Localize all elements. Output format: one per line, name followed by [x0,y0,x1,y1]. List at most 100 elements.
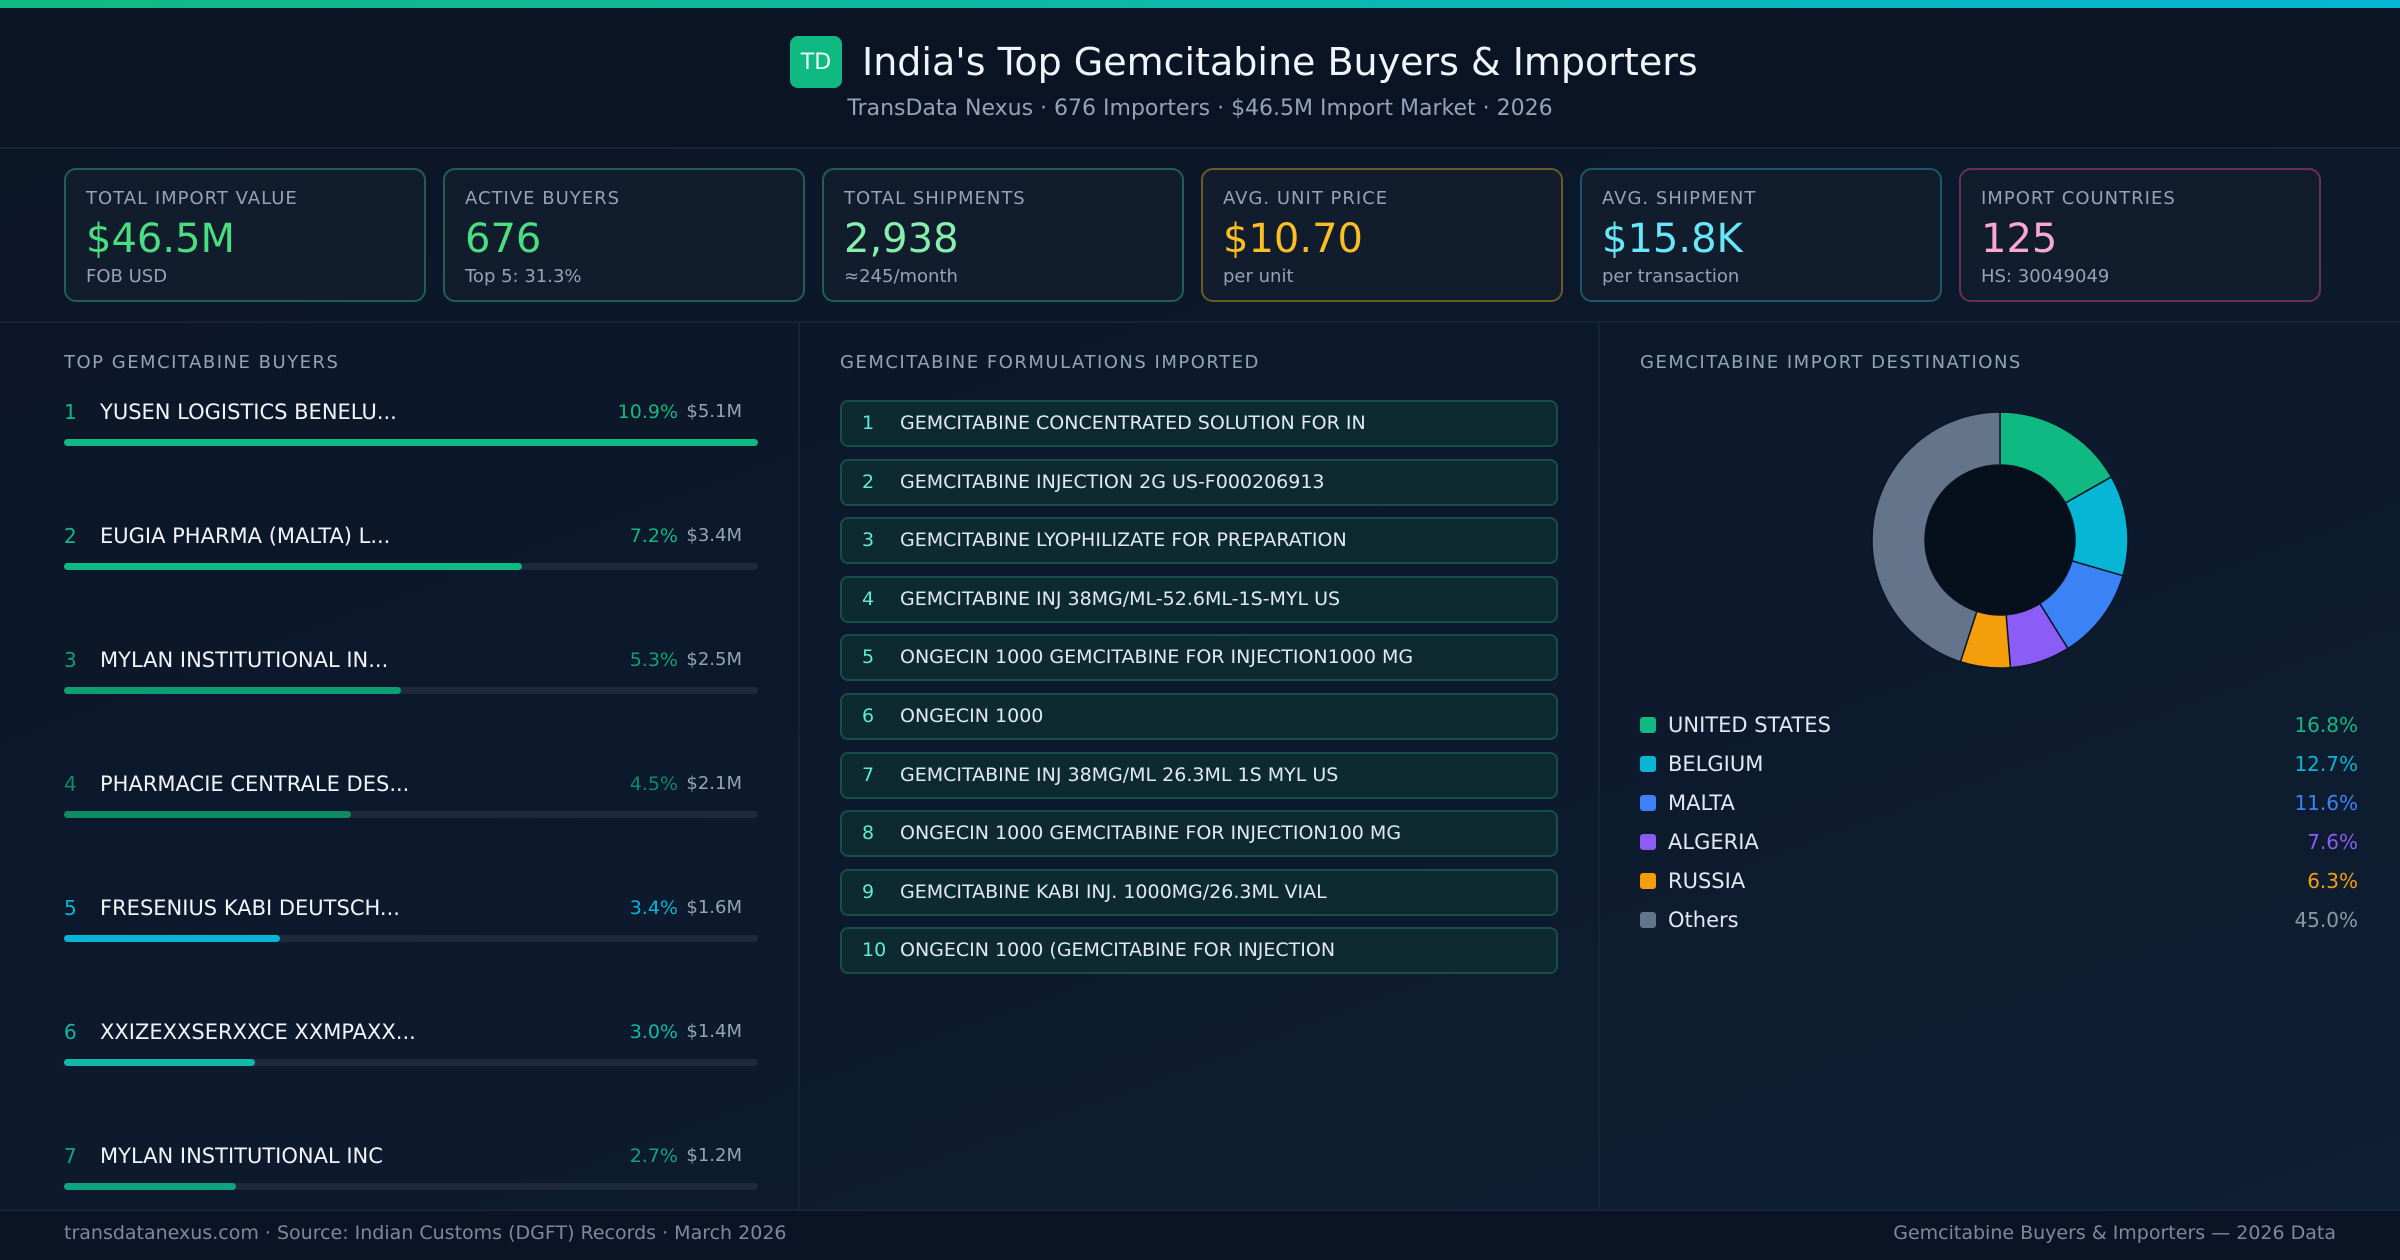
header [0,8,2400,149]
donut-chart [1871,411,2129,669]
section-title: TOP GEMCITABINE BUYERS [64,352,340,373]
legend-label: ALGERIA [1668,830,1759,854]
legend-value: 45.0% [2294,908,2358,932]
formulation-row: 5 ONGECIN 1000 GEMCITABINE FOR INJECTION1… [840,634,1558,682]
buyer-name: FRESENIUS KABI DEUTSCH... [100,896,400,920]
kpi-card: TOTAL IMPORT VALUE $46.5M FOB USD [64,168,426,302]
share-bar [64,439,758,446]
legend-label: MALTA [1668,791,1735,815]
buyer-value: $3.4M [686,525,742,546]
kpi-value: 676 [465,216,542,262]
kpi-card: TOTAL SHIPMENTS 2,938 ≈245/month [822,168,1184,302]
legend-swatch [1640,834,1656,850]
kpi-card: AVG. UNIT PRICE $10.70 per unit [1201,168,1563,302]
legend-label: RUSSIA [1668,869,1746,893]
bar-track [64,1183,758,1190]
formulation-name: ONGECIN 1000 (GEMCITABINE FOR INJECTION [900,939,1336,962]
buyer-share: 3.4% [629,897,678,919]
formulation-rank: 3 [862,529,875,552]
kpi-value: $15.8K [1602,216,1743,262]
kpi-label: AVG. UNIT PRICE [1223,188,1389,209]
formulation-row: 9 GEMCITABINE KABI INJ. 1000MG/26.3ML VIA… [840,868,1558,916]
divider [798,323,800,1209]
buyer-rank: 2 [64,524,77,548]
legend-swatch [1640,717,1656,733]
buyer-name: YUSEN LOGISTICS BENELU... [100,400,397,424]
buyer-rank: 7 [64,1144,77,1168]
formulation-rank: 8 [862,822,875,845]
share-bar [64,1059,255,1066]
formulation-rank: 1 [862,412,875,434]
legend-value: 16.8% [2294,713,2358,737]
legend-swatch [1640,756,1656,772]
buyer-value: $2.1M [686,773,742,794]
buyer-rank: 3 [64,648,77,672]
kpi-card: AVG. SHIPMENT $15.8K per transaction [1580,168,1942,302]
kpi-note: HS: 30049049 [1981,266,2110,287]
formulation-row: 2 GEMCITABINE INJECTION 2G US-F000206913 [840,458,1558,506]
divider [1598,323,1600,1209]
buyer-rank: 1 [64,400,77,424]
buyer-value: $1.6M [686,897,742,918]
footer-caption: Gemcitabine Buyers & Importers — 2026 Da… [1893,1222,2336,1244]
kpi-note: Top 5: 31.3% [465,266,582,287]
formulation-name: GEMCITABINE INJ 38MG/ML 26.3ML 1S MYL US [900,763,1339,786]
section-title: GEMCITABINE IMPORT DESTINATIONS [1640,352,2022,373]
share-bar [64,563,523,570]
donut-hole [1925,465,2075,615]
share-bar [64,811,351,818]
kpi-card: IMPORT COUNTRIES 125 HS: 30049049 [1959,168,2321,302]
formulation-name: ONGECIN 1000 GEMCITABINE FOR INJECTION10… [900,646,1414,669]
kpi-value: $46.5M [86,216,236,262]
kpi-note: ≈245/month [844,266,958,287]
formulation-name: GEMCITABINE LYOPHILIZATE FOR PREPARATION [900,529,1347,552]
legend-label: BELGIUM [1668,752,1764,776]
buyer-share: 3.0% [629,1021,678,1043]
formulation-name: GEMCITABINE INJECTION 2G US-F000206913 [900,470,1325,493]
kpi-label: TOTAL IMPORT VALUE [86,188,298,209]
kpi-note: per unit [1223,266,1294,287]
formulation-name: GEMCITABINE INJ 38MG/ML-52.6ML-1S-MYL US [900,587,1341,610]
kpi-value: 2,938 [844,216,959,262]
formulation-rank: 7 [862,763,875,786]
formulation-rank: 5 [862,646,875,669]
bar-track [64,687,758,694]
kpi-value: 125 [1981,216,2058,262]
buyer-share: 5.3% [629,649,678,671]
formulation-row: 3 GEMCITABINE LYOPHILIZATE FOR PREPARATIO… [840,517,1558,565]
buyer-value: $1.2M [686,1145,742,1166]
formulation-name: ONGECIN 1000 [900,705,1044,727]
buyer-value: $1.4M [686,1021,742,1042]
kpi-label: TOTAL SHIPMENTS [844,188,1026,209]
buyer-share: 2.7% [629,1145,678,1167]
share-bar [64,935,281,942]
buyer-name: PHARMACIE CENTRALE DES... [100,772,410,796]
formulation-name: GEMCITABINE CONCENTRATED SOLUTION FOR IN [900,412,1366,434]
share-bar [64,687,402,694]
kpi-card: ACTIVE BUYERS 676 Top 5: 31.3% [443,168,805,302]
bar-track [64,811,758,818]
legend-value: 6.3% [2307,869,2358,893]
kpi-label: IMPORT COUNTRIES [1981,188,2176,209]
formulation-rank: 9 [862,880,875,903]
legend-label: UNITED STATES [1668,713,1831,737]
bar-track [64,1059,758,1066]
bar-track [64,935,758,942]
formulation-name: GEMCITABINE KABI INJ. 1000MG/26.3ML VIAL [900,880,1327,903]
buyer-value: $2.5M [686,649,742,670]
divider [0,321,2400,323]
formulation-row: 10 ONGECIN 1000 (GEMCITABINE FOR INJECTIO… [840,927,1558,975]
buyer-name: MYLAN INSTITUTIONAL INC [100,1144,383,1168]
kpi-note: per transaction [1602,266,1740,287]
formulation-name: ONGECIN 1000 GEMCITABINE FOR INJECTION10… [900,822,1402,845]
legend-swatch [1640,873,1656,889]
formulation-row: 7 GEMCITABINE INJ 38MG/ML 26.3ML 1S MYL U… [840,751,1558,799]
buyer-rank: 5 [64,896,77,920]
footer-source: transdatanexus.com · Source: Indian Cust… [64,1222,787,1244]
buyer-name: MYLAN INSTITUTIONAL IN... [100,648,389,672]
kpi-label: AVG. SHIPMENT [1602,188,1757,209]
subtitle: TransData Nexus · 676 Importers · $46.5M… [847,96,1553,121]
kpi-label: ACTIVE BUYERS [465,188,621,209]
formulation-row: 6 ONGECIN 1000 [840,693,1558,740]
formulation-rank: 10 [862,939,887,962]
